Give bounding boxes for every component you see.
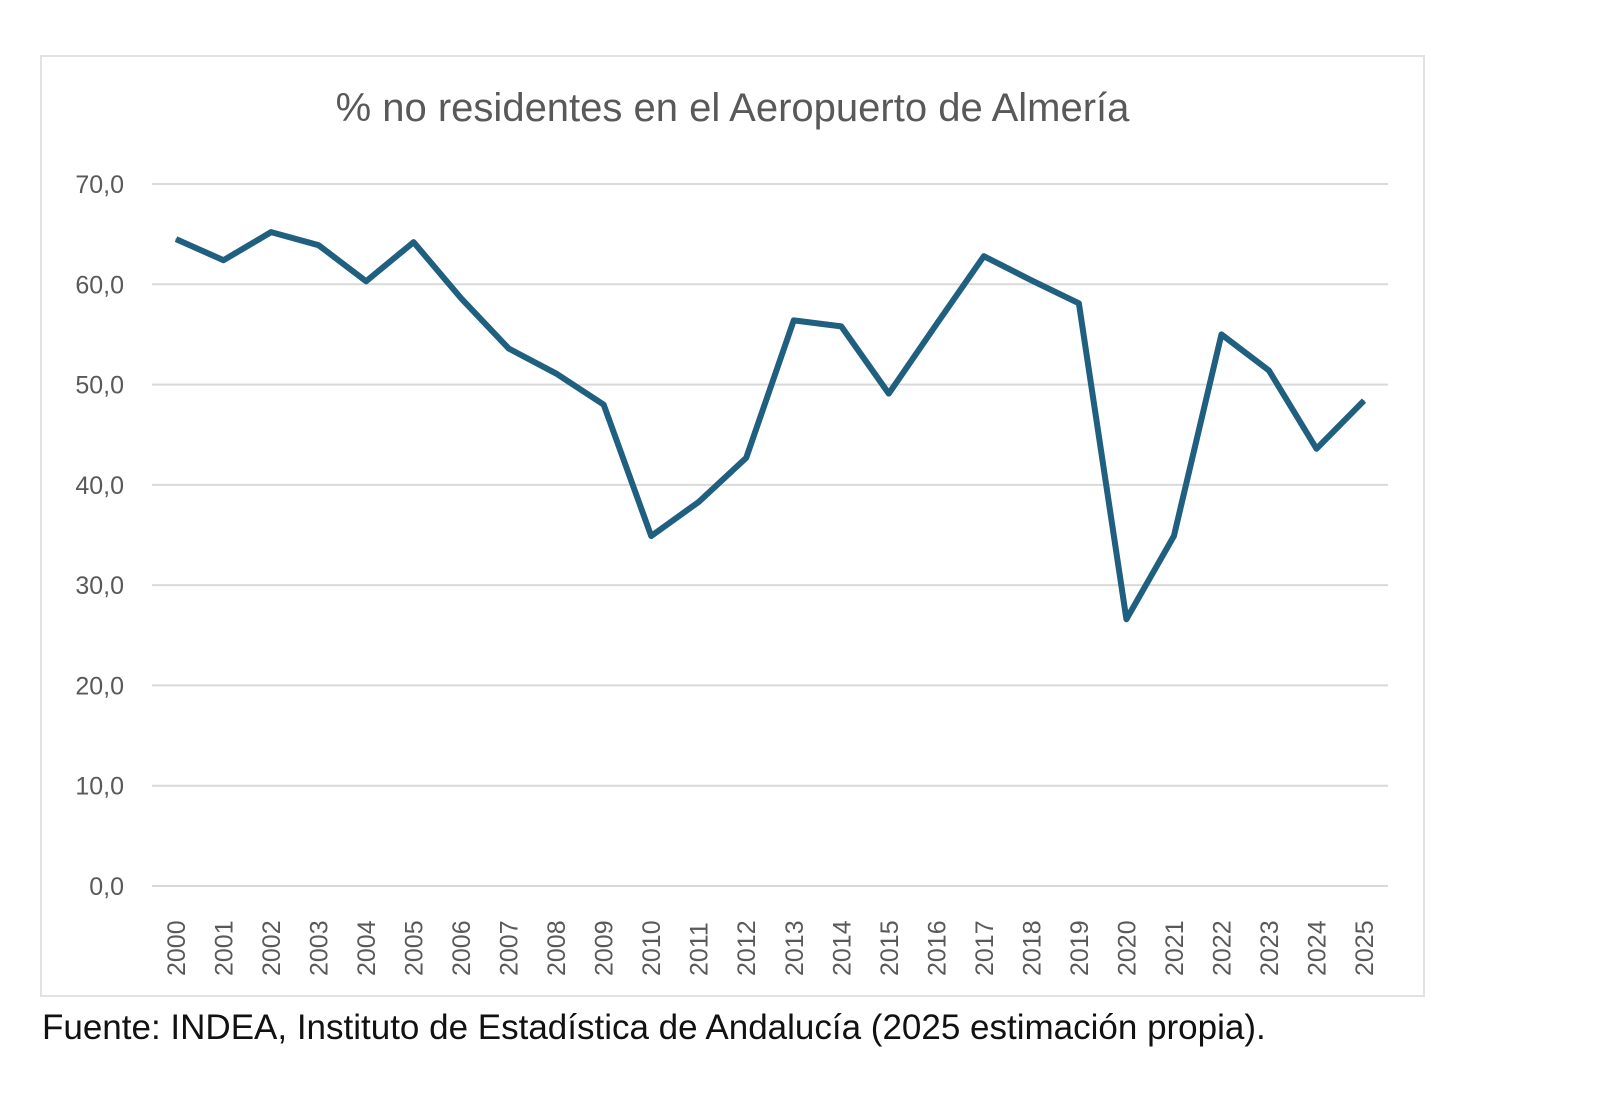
y-tick-label: 70,0 bbox=[75, 171, 124, 199]
data-point bbox=[413, 241, 415, 243]
x-tick-label: 2011 bbox=[686, 922, 714, 976]
x-tick-label: 2019 bbox=[1066, 920, 1094, 976]
x-tick-label: 2017 bbox=[971, 920, 999, 976]
data-point bbox=[1220, 333, 1222, 335]
data-point bbox=[508, 347, 510, 349]
data-point bbox=[1125, 618, 1127, 620]
data-point bbox=[650, 535, 652, 537]
x-tick-label: 2020 bbox=[1113, 920, 1141, 976]
x-tick-label: 2002 bbox=[258, 920, 286, 976]
x-tick-label: 2015 bbox=[876, 920, 904, 976]
data-point bbox=[270, 231, 272, 233]
x-tick-label: 2018 bbox=[1018, 920, 1046, 976]
data-point bbox=[1078, 302, 1080, 304]
chart-title: % no residentes en el Aeropuerto de Alme… bbox=[335, 86, 1130, 130]
y-tick-label: 60,0 bbox=[75, 271, 124, 299]
x-tick-label: 2004 bbox=[353, 920, 381, 976]
data-point bbox=[840, 325, 842, 327]
data-point bbox=[175, 238, 177, 240]
data-point bbox=[365, 280, 367, 282]
y-tick-label: 30,0 bbox=[75, 572, 124, 600]
series-line bbox=[174, 229, 1367, 623]
data-point bbox=[318, 244, 320, 246]
x-tick-label: 2009 bbox=[591, 920, 619, 976]
data-point bbox=[603, 404, 605, 406]
x-tick-label: 2010 bbox=[638, 920, 666, 976]
data-point bbox=[1363, 400, 1365, 402]
x-tick-label: 2003 bbox=[306, 920, 334, 976]
data-point bbox=[1268, 370, 1270, 372]
chart-frame bbox=[40, 55, 1425, 997]
x-tick-label: 2025 bbox=[1351, 920, 1379, 976]
source-caption: Fuente: INDEA, Instituto de Estadística … bbox=[42, 1008, 1266, 1047]
data-point bbox=[983, 255, 985, 257]
y-tick-label: 20,0 bbox=[75, 672, 124, 700]
x-tick-label: 2022 bbox=[1208, 920, 1236, 976]
x-tick-label: 2001 bbox=[211, 920, 239, 976]
y-tick-label: 10,0 bbox=[75, 773, 124, 801]
data-point bbox=[698, 501, 700, 503]
y-tick-label: 0,0 bbox=[89, 873, 124, 901]
data-point bbox=[888, 393, 890, 395]
x-tick-label: 2024 bbox=[1303, 920, 1331, 976]
y-tick-label: 40,0 bbox=[75, 472, 124, 500]
x-tick-label: 2016 bbox=[923, 920, 951, 976]
x-tick-label: 2012 bbox=[733, 920, 761, 976]
data-point bbox=[1030, 279, 1032, 281]
x-tick-label: 2007 bbox=[496, 920, 524, 976]
data-point bbox=[793, 319, 795, 321]
x-tick-label: 2000 bbox=[163, 920, 191, 976]
x-tick-label: 2021 bbox=[1161, 920, 1189, 976]
x-tick-label: 2023 bbox=[1256, 920, 1284, 976]
data-point bbox=[1315, 448, 1317, 450]
y-tick-label: 50,0 bbox=[75, 372, 124, 400]
line-chart: 0,0 10,0 20,0 30,0 40,0 50,0 60,0 70,0 2000 2001 2… bbox=[75, 171, 1388, 976]
data-point bbox=[223, 259, 225, 261]
x-tick-label: 2006 bbox=[448, 920, 476, 976]
x-tick-label: 2008 bbox=[543, 920, 571, 976]
data-point bbox=[460, 297, 462, 299]
data-point bbox=[935, 323, 937, 325]
data-point bbox=[745, 457, 747, 459]
x-tick-label: 2014 bbox=[828, 920, 856, 976]
data-point bbox=[1173, 535, 1175, 537]
data-point bbox=[555, 373, 557, 375]
x-tick-label: 2013 bbox=[781, 920, 809, 976]
x-tick-label: 2005 bbox=[401, 920, 429, 976]
